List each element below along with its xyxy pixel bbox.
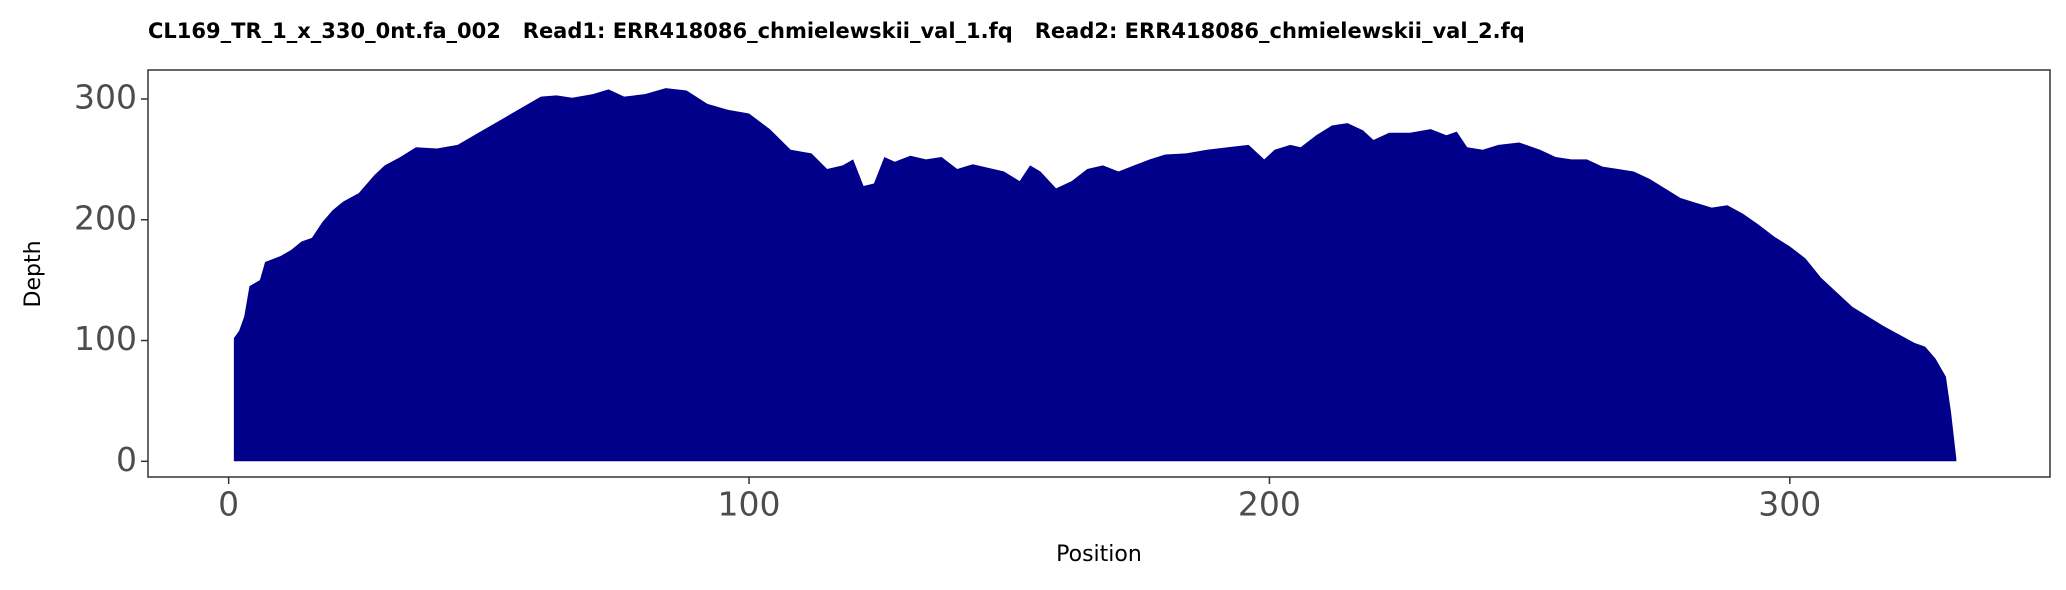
x-tick-label: 100 (718, 485, 781, 524)
plot-border (147, 69, 2051, 478)
x-tick-label: 300 (1758, 485, 1821, 524)
chart-title: CL169_TR_1_x_330_0nt.fa_002 Read1: ERR41… (148, 19, 1525, 43)
x-tick-label: 200 (1238, 485, 1301, 524)
x-tick-label: 0 (218, 485, 239, 524)
y-tick-label: 0 (116, 440, 137, 479)
y-tick-label: 300 (74, 77, 137, 116)
area (233, 88, 1957, 462)
y-tick-label: 100 (74, 319, 137, 358)
y-tick-label: 200 (74, 198, 137, 237)
y-axis-title: Depth (21, 240, 46, 307)
x-axis-title: Position (1056, 542, 1142, 567)
